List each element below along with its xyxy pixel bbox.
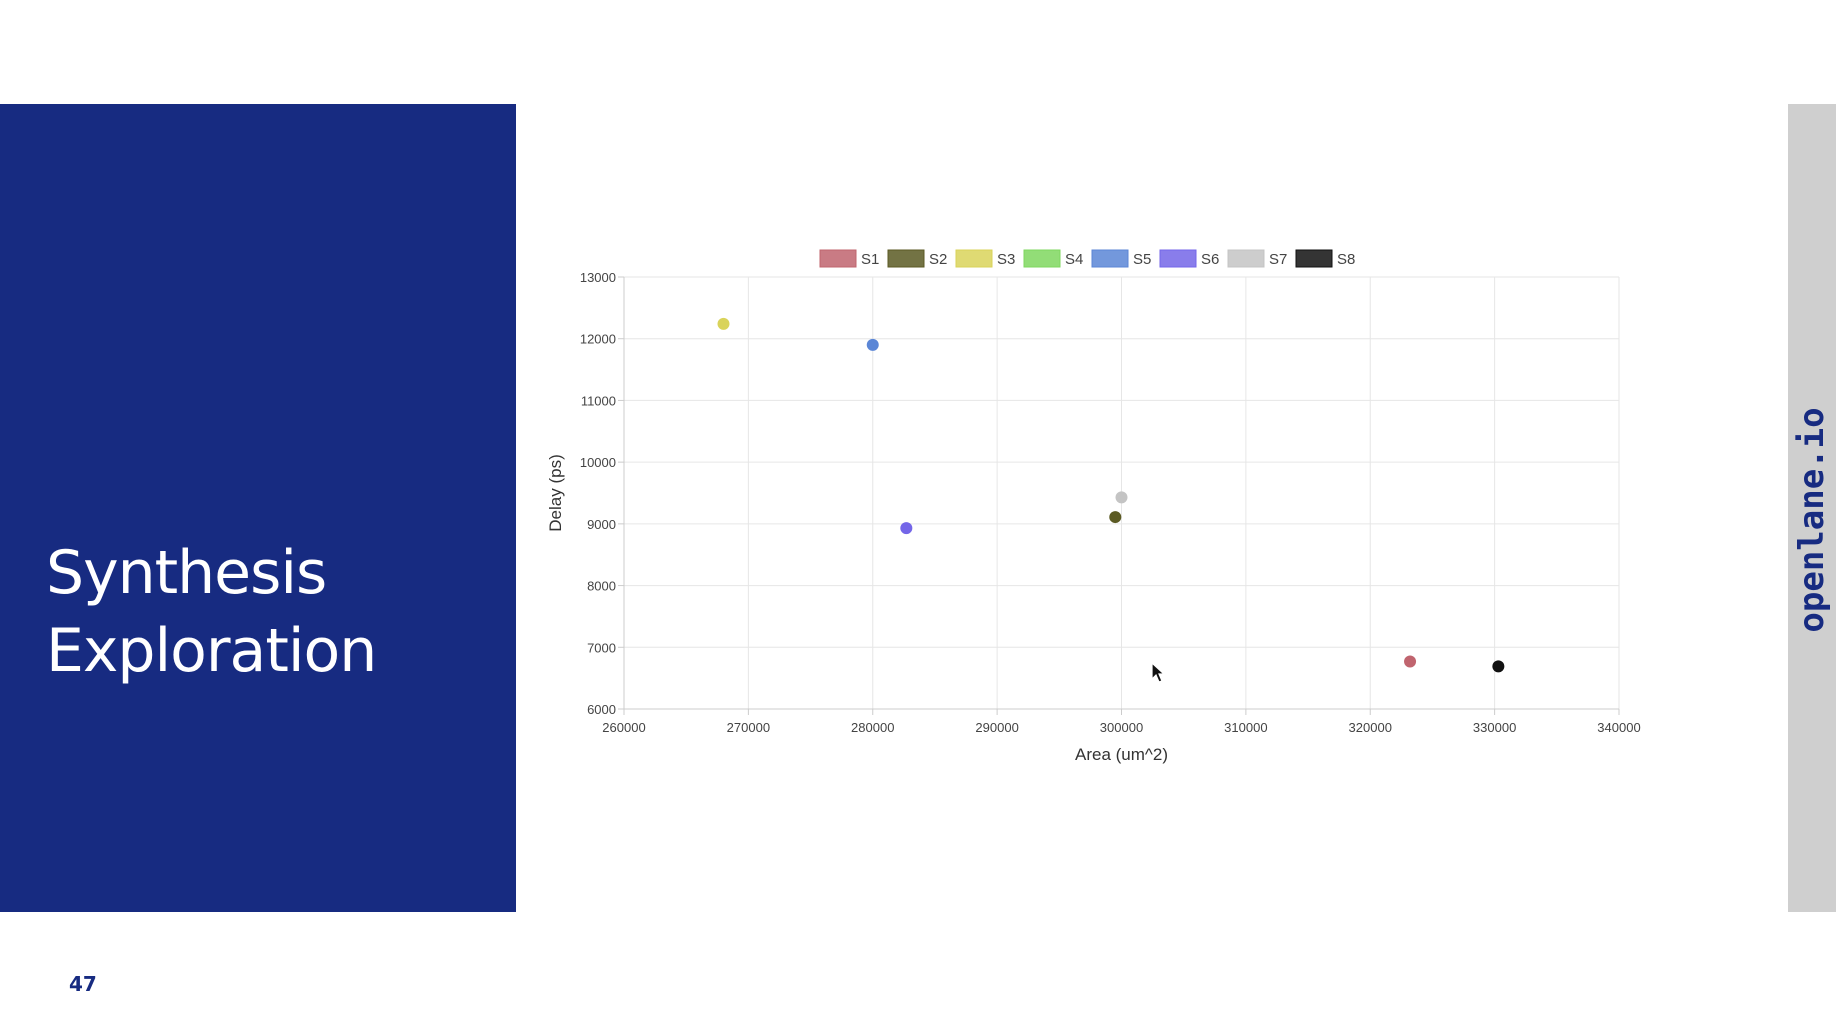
x-tick-label: 280000 bbox=[851, 720, 894, 735]
point-s1 bbox=[1404, 655, 1417, 668]
legend-label-s5: S5 bbox=[1133, 251, 1151, 268]
x-tick-label: 330000 bbox=[1473, 720, 1516, 735]
y-axis-title: Delay (ps) bbox=[546, 454, 565, 531]
slide-title-line-1: Synthesis bbox=[46, 538, 327, 608]
title-panel: Synthesis Exploration bbox=[0, 104, 516, 912]
legend-swatch-s3 bbox=[955, 249, 993, 268]
x-tick-label: 260000 bbox=[602, 720, 645, 735]
y-tick-label: 8000 bbox=[587, 579, 616, 594]
x-tick-label: 270000 bbox=[727, 720, 770, 735]
chart-points bbox=[717, 317, 1505, 673]
y-tick-label: 9000 bbox=[587, 517, 616, 532]
legend-swatch-s4 bbox=[1023, 249, 1061, 268]
legend-swatch-s1 bbox=[819, 249, 857, 268]
mouse-cursor-icon bbox=[1151, 662, 1166, 683]
legend-swatch-s2 bbox=[887, 249, 925, 268]
point-s6 bbox=[900, 522, 913, 535]
chart-legend: S1 S2 S3 S4 S5 S6 S7 S8 bbox=[819, 249, 1355, 268]
chart-axes bbox=[618, 276, 1620, 715]
x-tick-label: 310000 bbox=[1224, 720, 1267, 735]
slide-title-line-2: Exploration bbox=[46, 616, 377, 686]
y-tick-label: 13000 bbox=[580, 270, 616, 285]
page-number: 47 bbox=[69, 972, 97, 996]
legend-label-s6: S6 bbox=[1201, 251, 1219, 268]
y-tick-label: 10000 bbox=[580, 455, 616, 470]
point-s7 bbox=[1115, 491, 1128, 504]
brand-strip bbox=[1788, 104, 1836, 912]
y-tick-label: 7000 bbox=[587, 640, 616, 655]
slide-title: Synthesis Exploration bbox=[46, 534, 486, 690]
legend-label-s1: S1 bbox=[861, 251, 879, 268]
legend-swatch-s7 bbox=[1227, 249, 1265, 268]
legend-label-s3: S3 bbox=[997, 251, 1015, 268]
point-s3 bbox=[717, 317, 730, 330]
y-tick-label: 12000 bbox=[580, 332, 616, 347]
legend-swatch-s6 bbox=[1159, 249, 1197, 268]
x-tick-label: 340000 bbox=[1597, 720, 1640, 735]
chart-grid bbox=[624, 276, 1620, 709]
legend-label-s4: S4 bbox=[1065, 251, 1083, 268]
legend-label-s2: S2 bbox=[929, 251, 947, 268]
legend-label-s7: S7 bbox=[1269, 251, 1287, 268]
x-axis-title: Area (um^2) bbox=[1075, 745, 1168, 764]
x-tick-label: 290000 bbox=[975, 720, 1018, 735]
x-tick-label: 320000 bbox=[1349, 720, 1392, 735]
x-tick-label: 300000 bbox=[1100, 720, 1143, 735]
y-tick-label: 11000 bbox=[581, 393, 616, 408]
legend-label-s8: S8 bbox=[1337, 251, 1355, 268]
point-s8 bbox=[1492, 660, 1505, 673]
y-tick-label: 6000 bbox=[587, 702, 616, 717]
legend-swatch-s5 bbox=[1091, 249, 1129, 268]
legend-swatch-s8 bbox=[1295, 249, 1333, 268]
point-s5 bbox=[866, 338, 879, 351]
point-s2 bbox=[1109, 511, 1122, 524]
chart-tick-labels: 260000 270000 280000 290000 300000 310000 3200… bbox=[580, 270, 1641, 735]
